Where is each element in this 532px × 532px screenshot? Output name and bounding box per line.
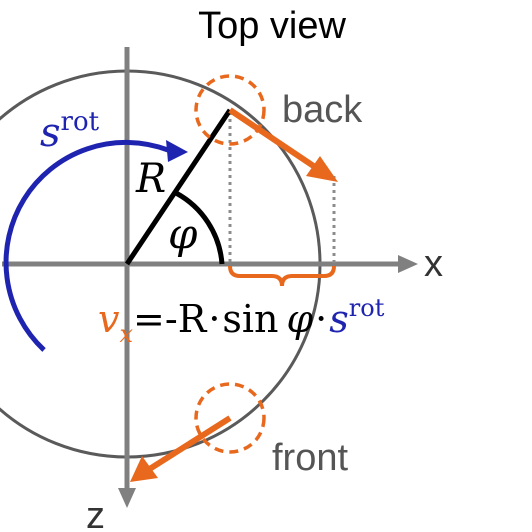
- front-marker: [194, 382, 266, 454]
- title: Top view: [198, 5, 346, 47]
- back-velocity-arrowhead: [306, 156, 338, 182]
- rotation-arrowhead: [166, 140, 188, 162]
- x-axis-label: x: [424, 243, 443, 285]
- rotation-arc: [3, 139, 169, 352]
- front-label: front: [272, 437, 348, 479]
- x-axis-arrowhead: [398, 255, 418, 273]
- radius-line: [124, 108, 233, 266]
- front-velocity-arrowhead: [130, 456, 158, 482]
- front-velocity-arrow: [146, 415, 232, 473]
- angle-arc: [174, 190, 225, 265]
- radius-label: R: [135, 156, 166, 202]
- back-label: back: [282, 89, 363, 131]
- z-axis-arrowhead: [118, 488, 136, 508]
- angle-label: φ: [168, 209, 198, 258]
- back-velocity-arrow: [228, 107, 320, 172]
- z-axis-label: z: [86, 495, 105, 532]
- vx-brace: [228, 265, 336, 287]
- back-marker: [194, 74, 266, 146]
- velocity-formula: vx=-R·sin φ·srot: [98, 294, 385, 348]
- rotation-label: srot: [40, 107, 100, 156]
